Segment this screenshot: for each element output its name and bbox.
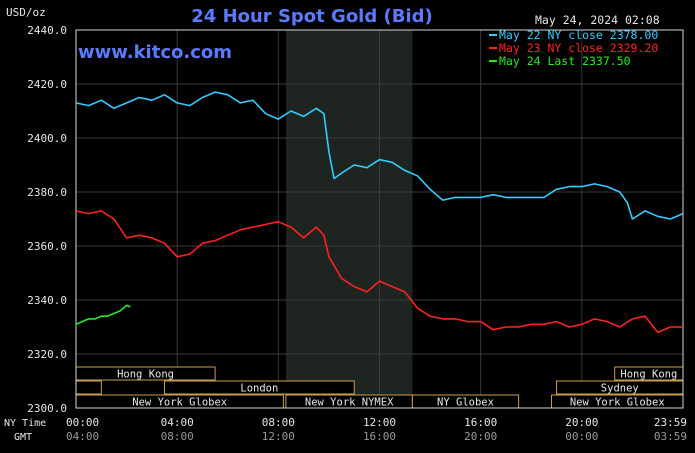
session-label: New York Globex — [570, 397, 665, 409]
series-line-2 — [75, 210, 683, 334]
session-label: New York NYMEX — [305, 397, 394, 409]
y-tick-label: 2320.0 — [27, 348, 67, 361]
legend-entry: May 23 NY close 2329.20 — [499, 41, 658, 55]
chart-title: 24 Hour Spot Gold (Bid) — [191, 6, 432, 27]
y-tick-label: 2380.0 — [27, 186, 67, 199]
kitco-watermark: www.kitco.com — [78, 42, 232, 63]
y-tick-label: 2400.0 — [27, 132, 67, 145]
session-bars: Hong Kong London New York Globex New York N… — [75, 366, 684, 409]
x-axis-tick-labels: 00:0004:0004:0008:0008:0012:0012:0016:00… — [66, 416, 687, 443]
x-tick-gmt: 03:59 — [654, 430, 687, 443]
y-axis-unit: USD/oz — [6, 6, 46, 19]
legend-entry: May 24 Last 2337.50 — [499, 54, 631, 68]
session-label: Sydney — [601, 383, 639, 395]
grid — [76, 30, 683, 408]
session-bar — [164, 380, 355, 395]
x-tick-ny: 00:00 — [66, 416, 99, 429]
x-tick-gmt: 04:00 — [66, 430, 99, 443]
ny-time-label: NY Time — [4, 418, 46, 429]
x-tick-gmt: 00:00 — [565, 430, 598, 443]
session-label: London — [240, 383, 278, 395]
timestamp: May 24, 2024 02:08 — [535, 13, 660, 27]
gmt-label: GMT — [14, 432, 32, 443]
x-tick-gmt: 12:00 — [262, 430, 295, 443]
x-tick-gmt: 08:00 — [161, 430, 194, 443]
x-tick-gmt: 16:00 — [363, 430, 396, 443]
x-tick-ny: 08:00 — [262, 416, 295, 429]
series-line-1 — [75, 91, 684, 220]
x-tick-ny: 04:00 — [161, 416, 194, 429]
series-line-3 — [75, 304, 131, 326]
session-bar — [75, 380, 102, 395]
highlight-band — [285, 30, 413, 408]
session-label: NY Globex — [437, 397, 494, 409]
legend-entry: May 22 NY close 2378.00 — [499, 28, 658, 42]
y-tick-label: 2340.0 — [27, 294, 67, 307]
session-label: New York Globex — [132, 397, 227, 409]
y-tick-label: 2300.0 — [27, 402, 67, 415]
y-axis-tick-labels: 2440.0 2420.0 2400.0 2380.0 2360.0 2340.0 2320… — [27, 24, 67, 415]
x-tick-ny: 20:00 — [565, 416, 598, 429]
y-tick-label: 2360.0 — [27, 240, 67, 253]
x-tick-ny: 16:00 — [464, 416, 497, 429]
y-tick-label: 2420.0 — [27, 78, 67, 91]
x-tick-ny: 12:00 — [363, 416, 396, 429]
session-label: Hong Kong — [117, 369, 174, 381]
series-lines — [75, 91, 684, 334]
x-tick-gmt: 20:00 — [464, 430, 497, 443]
plot-frame — [75, 29, 684, 409]
x-tick-ny: 23:59 — [654, 416, 687, 429]
y-tick-label: 2440.0 — [27, 24, 67, 37]
session-label: Hong Kong — [620, 369, 677, 381]
